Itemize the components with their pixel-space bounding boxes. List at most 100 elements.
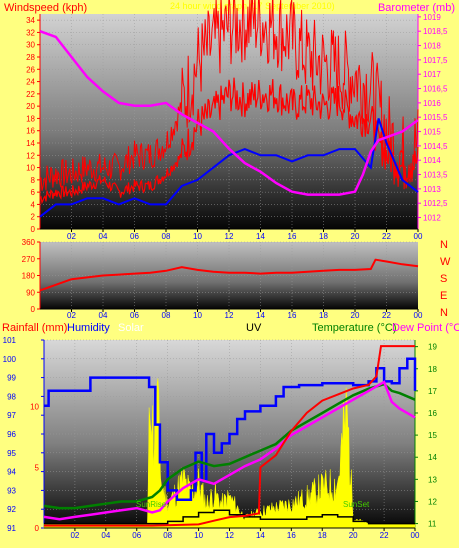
x-tick-label: 18: [318, 531, 327, 540]
temp-humidity-chart: Rainfall (mm) Humidity Solar UV Temperat…: [2, 322, 459, 540]
dewpoint-series: [43, 382, 416, 510]
sunrise-annotation: SunRise: [136, 500, 167, 509]
x-tick-label: 10: [193, 311, 202, 320]
barometer-tick-label: 1014,5: [423, 142, 448, 151]
x-tick-label: 02: [67, 232, 76, 241]
wind-series: [39, 0, 419, 218]
rainfall-tick-label: 10: [30, 403, 39, 412]
x-tick-label: 06: [132, 531, 141, 540]
compass-s: S: [440, 273, 447, 285]
x-tick-label: 16: [287, 531, 296, 540]
x-tick-label: 10: [193, 232, 202, 241]
humidity-tick-label: 98: [7, 392, 16, 401]
x-tick-label: 08: [162, 232, 171, 241]
humidity-tick-label: 97: [7, 411, 16, 420]
windspeed-tick-label: 30: [26, 41, 35, 50]
barometer-tick-label: 1018,5: [423, 27, 448, 36]
humidity-tick-label: 99: [7, 374, 16, 383]
humidity-tick-label: 101: [3, 336, 17, 345]
wind-barometer-chart: Windspeed (kph) 24 hour wind graph (17 S…: [4, 0, 455, 241]
direction-degree-ticks: 0 90 180 270 360: [22, 238, 41, 314]
windspeed-tick-label: 10: [26, 164, 35, 173]
wind-plot-area: [40, 14, 418, 229]
wind-direction-series: [39, 258, 419, 292]
temperature-ticks: 11 12 13 14 15 16 17 18 19: [414, 340, 437, 529]
sunset-annotation: SunSet: [343, 500, 370, 509]
direction-tick-label: 180: [22, 272, 36, 281]
barometer-tick-label: 1012,5: [423, 199, 448, 208]
temperature-tick-label: 15: [428, 431, 437, 440]
x-tick-label: 14: [256, 232, 265, 241]
barometer-tick-label: 1013: [423, 185, 441, 194]
windspeed-tick-label: 32: [26, 28, 35, 37]
x-tick-label: 06: [130, 311, 139, 320]
x-tick-label: 08: [163, 531, 172, 540]
x-tick-label: 06: [130, 232, 139, 241]
windspeed-tick-label: 18: [26, 114, 35, 123]
x-tick-label: 02: [67, 311, 76, 320]
x-tick-label: 22: [382, 311, 391, 320]
average-wind-series: [39, 118, 419, 218]
x-tick-label: 16: [288, 311, 297, 320]
windspeed-tick-label: 0: [31, 225, 36, 234]
temperature-tick-label: 12: [428, 497, 437, 506]
barometer-tick-label: 1016,5: [423, 85, 448, 94]
barometer-ticks: 1012 1012,5 1013 1013,5 1014 1014,5 1015 1015,5…: [417, 13, 448, 229]
windspeed-tick-label: 28: [26, 53, 35, 62]
x-tick-label: 10: [194, 531, 203, 540]
direction-tick-label: 90: [26, 288, 35, 297]
humidity-legend: Humidity: [67, 322, 110, 334]
temperature-tick-label: 14: [428, 453, 437, 462]
x-tick-label: 18: [319, 311, 328, 320]
barometer-tick-label: 1015,5: [423, 113, 448, 122]
windspeed-tick-label: 16: [26, 127, 35, 136]
windspeed-tick-label: 22: [26, 90, 35, 99]
x-tick-label: 04: [99, 311, 108, 320]
temperature-legend: Temperature (°C): [312, 322, 396, 334]
x-tick-label: 02: [70, 531, 79, 540]
solar-legend: Solar: [118, 322, 144, 334]
x-tick-label: 16: [288, 232, 297, 241]
rainfall-tick-label: 0: [35, 524, 40, 533]
humidity-tick-label: 92: [7, 505, 16, 514]
x-tick-label: 22: [382, 232, 391, 241]
direction-tick-label: 360: [22, 238, 36, 247]
x-tick-label: 18: [319, 232, 328, 241]
direction-tick-label: 270: [22, 255, 36, 264]
x-tick-label: 12: [225, 232, 234, 241]
windspeed-tick-label: 4: [31, 200, 36, 209]
barometer-tick-label: 1017: [423, 70, 441, 79]
barometer-axis-label: Barometer (mb): [378, 2, 455, 14]
x-tick-label: 22: [380, 531, 389, 540]
temp-time-ticks: 02 04 06 08 10 12 14 16 18 20 22 00: [44, 527, 420, 540]
barometer-series: [39, 30, 419, 196]
uv-legend: UV: [246, 322, 262, 334]
temperature-series: [43, 380, 416, 521]
direction-time-ticks: 02 04 06 08 10 12 14 16 18 20 22 00: [40, 308, 423, 320]
windspeed-tick-label: 12: [26, 151, 35, 160]
humidity-tick-label: 96: [7, 430, 16, 439]
x-tick-label: 12: [225, 311, 234, 320]
x-tick-label: 20: [351, 311, 360, 320]
rainfall-legend: Rainfall (mm): [2, 322, 67, 334]
direction-tick-label: 0: [31, 305, 36, 314]
humidity-tick-label: 95: [7, 449, 16, 458]
x-tick-label: 12: [225, 531, 234, 540]
barometer-tick-label: 1012: [423, 214, 441, 223]
windspeed-tick-label: 14: [26, 139, 35, 148]
windspeed-axis-label: Windspeed (kph): [4, 2, 87, 14]
uv-series: [44, 509, 415, 525]
barometer-tick-label: 1017,5: [423, 56, 448, 65]
temperature-tick-label: 11: [428, 520, 437, 529]
windspeed-tick-label: 8: [31, 176, 36, 185]
temperature-tick-label: 13: [428, 475, 437, 484]
x-tick-label: 00: [411, 531, 420, 540]
compass-w: W: [440, 256, 451, 268]
temp-series: [43, 345, 417, 529]
barometer-tick-label: 1016: [423, 99, 441, 108]
gust-series: [39, 0, 419, 191]
x-tick-label: 00: [414, 311, 423, 320]
barometer-tick-label: 1014: [423, 156, 441, 165]
